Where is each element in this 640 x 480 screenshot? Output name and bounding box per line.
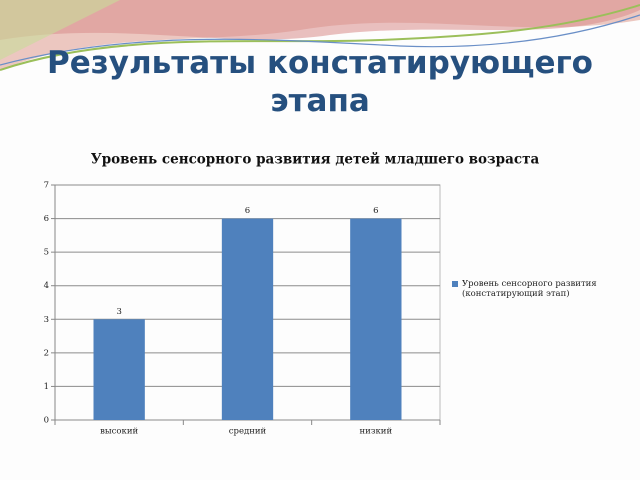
y-tick-label: 3 (44, 315, 49, 325)
legend-label: Уровень сенсорного развития (констатирую… (462, 279, 597, 299)
data-label: 6 (245, 206, 250, 216)
slide-title: Результаты констатирующего этапа (47, 45, 593, 119)
data-label: 6 (373, 206, 378, 216)
x-tick-label: высокий (100, 427, 138, 437)
legend-swatch (452, 281, 458, 287)
chart-title: Уровень сенсорного развития детей младше… (91, 152, 540, 168)
y-tick-label: 5 (44, 248, 49, 258)
x-tick-label: низкий (360, 427, 393, 437)
y-tick-label: 2 (44, 348, 49, 358)
decor-waves (0, 0, 640, 71)
x-tick-label: средний (229, 427, 267, 437)
y-tick-label: 0 (44, 416, 49, 426)
bar (350, 218, 402, 420)
y-tick-label: 4 (44, 281, 49, 291)
y-tick-label: 7 (44, 181, 49, 191)
bar (93, 319, 145, 420)
y-tick-label: 1 (44, 382, 49, 392)
y-tick-label: 6 (44, 214, 49, 224)
data-label: 3 (116, 307, 121, 317)
bar (221, 218, 274, 420)
